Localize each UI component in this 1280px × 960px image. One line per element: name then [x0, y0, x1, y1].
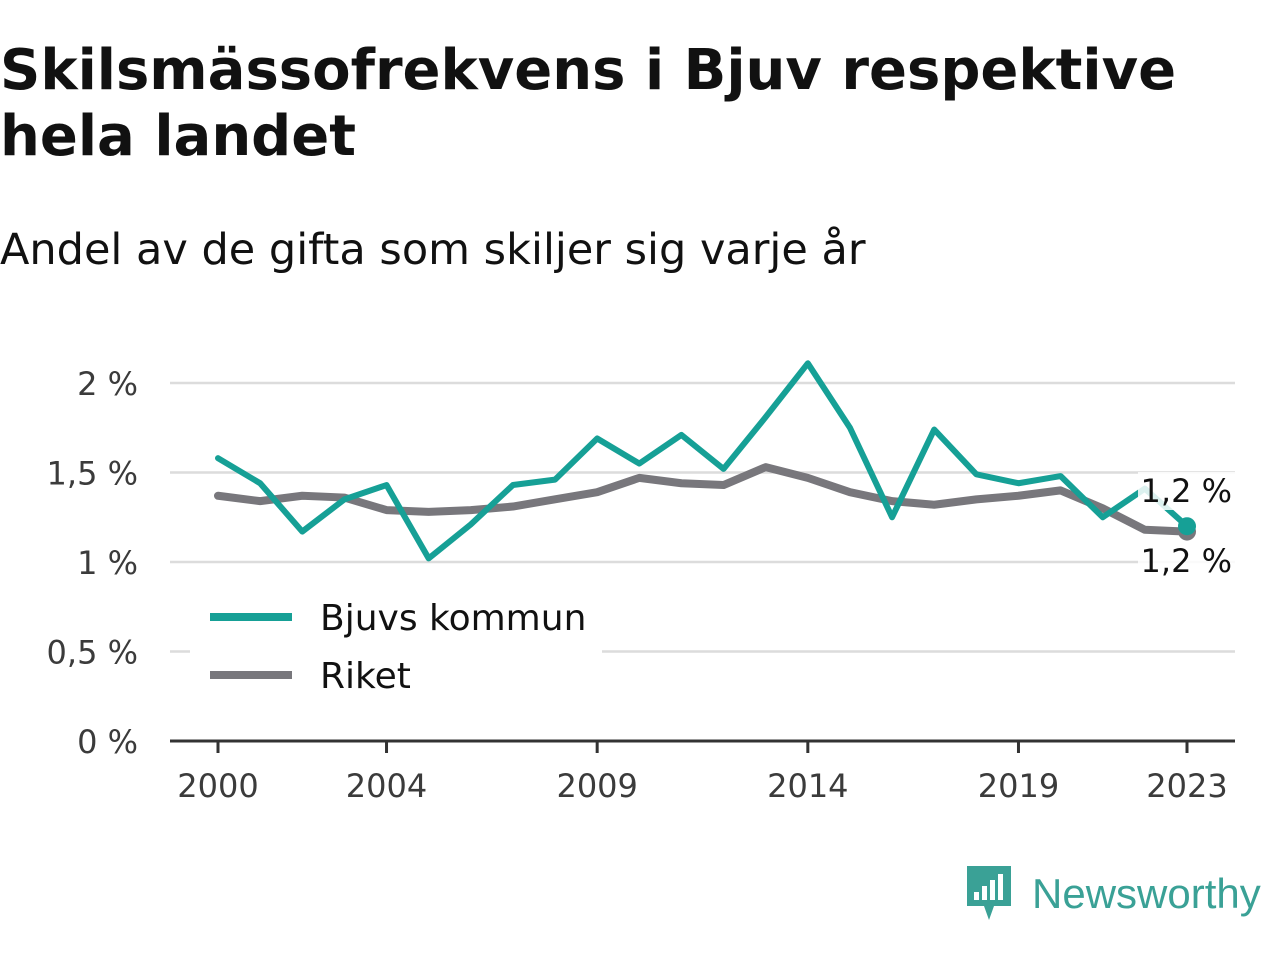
x-tick-label: 2019 — [978, 767, 1059, 805]
y-tick-label: 2 % — [77, 365, 138, 403]
end-label-bjuvs-kommun: 1,2 % — [1141, 472, 1232, 510]
y-axis-labels: 0 % 0,5 % 1 % 1,5 % 2 % — [47, 365, 138, 761]
series-line-riket — [214, 463, 1191, 536]
series-line-bjuvs-kommun — [215, 360, 1190, 562]
x-tick-label: 2000 — [177, 767, 258, 805]
brand-logo: Newsworthy — [964, 864, 1261, 924]
newsworthy-logo-icon — [967, 866, 1011, 920]
brand-name: Newsworthy — [1032, 870, 1261, 917]
series-end-point — [1178, 517, 1196, 536]
end-label-background — [1138, 472, 1236, 510]
chart-title: Skilsmässofrekvens i Bjuv respektive hel… — [0, 38, 1177, 169]
legend-label: Riket — [320, 656, 411, 697]
x-tick-label: 2009 — [556, 767, 637, 805]
end-label-background — [1138, 542, 1236, 580]
line-chart: 0 % 0,5 % 1 % 1,5 % 2 % 2000 2004 2009 2014 2019… — [47, 360, 1236, 805]
end-label-riket: 1,2 % — [1141, 542, 1232, 580]
y-tick-label: 0 % — [77, 723, 138, 761]
end-labels: 1,2 % 1,2 % — [1138, 472, 1236, 580]
legend-label: Bjuvs kommun — [320, 598, 586, 639]
x-axis-labels: 2000 2004 2009 2014 2019 2023 — [177, 741, 1228, 805]
y-tick-label: 1,5 % — [47, 455, 138, 493]
series-lines — [214, 360, 1196, 562]
y-tick-label: 1 % — [77, 544, 138, 582]
legend: Bjuvs kommun Riket — [190, 592, 602, 706]
y-tick-label: 0,5 % — [47, 634, 138, 672]
x-tick-label: 2023 — [1146, 767, 1227, 805]
legend-background — [190, 592, 602, 706]
x-tick-label: 2004 — [346, 767, 427, 805]
chart-subtitle: Andel av de gifta som skiljer sig varje … — [0, 225, 866, 275]
x-tick-label: 2014 — [767, 767, 848, 805]
